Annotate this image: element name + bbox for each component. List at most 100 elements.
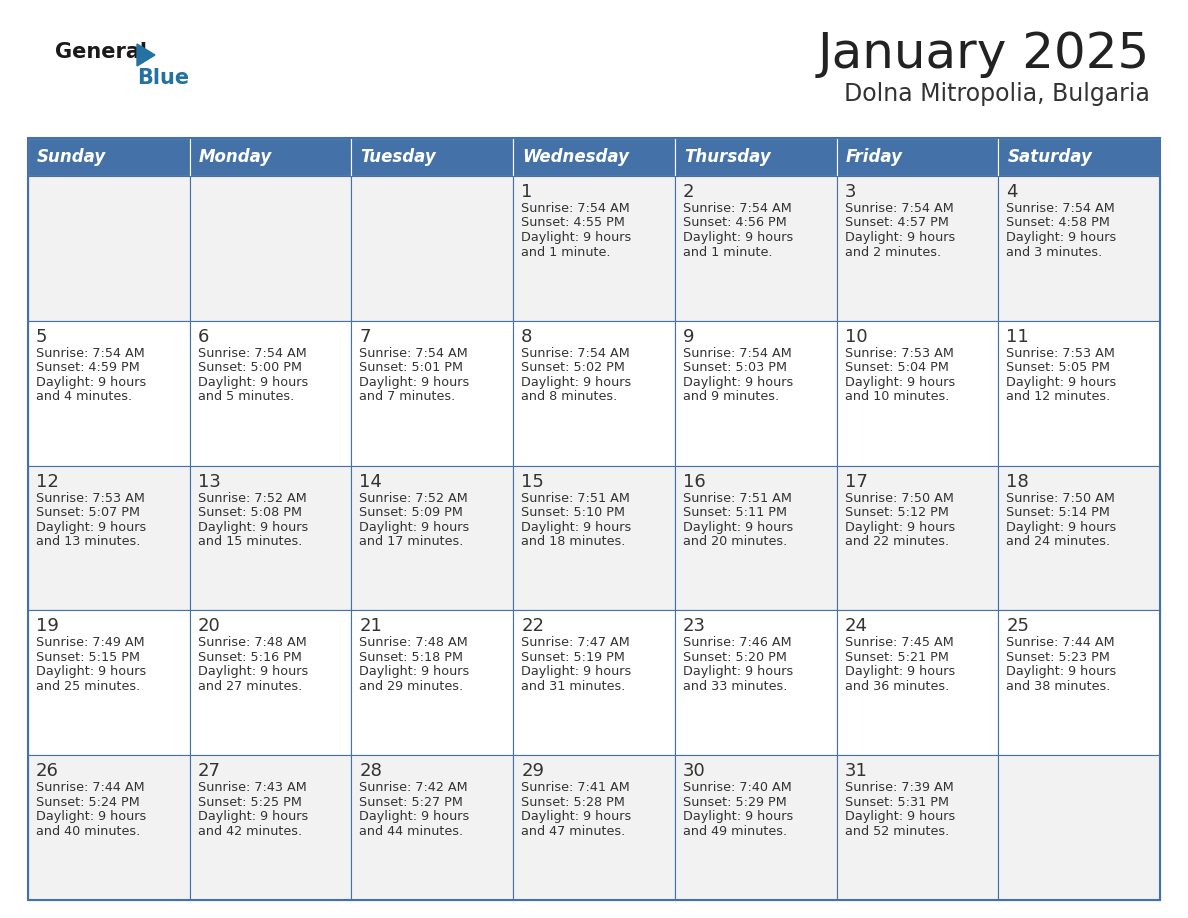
Text: 8: 8	[522, 328, 532, 346]
Text: Sunset: 5:16 PM: Sunset: 5:16 PM	[197, 651, 302, 664]
Text: Sunset: 5:14 PM: Sunset: 5:14 PM	[1006, 506, 1110, 519]
Bar	[29, 465, 190, 610]
Text: Sunset: 5:05 PM: Sunset: 5:05 PM	[1006, 362, 1111, 375]
Text: Sunrise: 7:44 AM: Sunrise: 7:44 AM	[1006, 636, 1114, 649]
Text: Daylight: 9 hours: Daylight: 9 hours	[360, 666, 469, 678]
Bar	[675, 320, 836, 465]
Text: Daylight: 9 hours: Daylight: 9 hours	[36, 375, 146, 389]
Text: and 13 minutes.: and 13 minutes.	[36, 535, 140, 548]
Text: Sunset: 5:00 PM: Sunset: 5:00 PM	[197, 362, 302, 375]
Text: and 20 minutes.: and 20 minutes.	[683, 535, 788, 548]
Bar	[675, 610, 836, 756]
Bar	[513, 176, 675, 320]
Bar	[29, 176, 190, 320]
Text: and 12 minutes.: and 12 minutes.	[1006, 390, 1111, 403]
Text: Sunrise: 7:53 AM: Sunrise: 7:53 AM	[845, 347, 954, 360]
Text: 26: 26	[36, 762, 59, 780]
Text: Sunset: 4:57 PM: Sunset: 4:57 PM	[845, 217, 948, 230]
Text: and 4 minutes.: and 4 minutes.	[36, 390, 132, 403]
Bar	[836, 756, 998, 900]
Text: Saturday: Saturday	[1007, 148, 1092, 166]
Text: Daylight: 9 hours: Daylight: 9 hours	[683, 666, 794, 678]
Text: Sunrise: 7:44 AM: Sunrise: 7:44 AM	[36, 781, 145, 794]
Text: Sunrise: 7:49 AM: Sunrise: 7:49 AM	[36, 636, 145, 649]
Text: and 40 minutes.: and 40 minutes.	[36, 824, 140, 838]
Text: and 31 minutes.: and 31 minutes.	[522, 680, 626, 693]
Bar	[998, 138, 1159, 176]
Text: Sunset: 5:09 PM: Sunset: 5:09 PM	[360, 506, 463, 519]
Bar	[836, 138, 998, 176]
Text: Daylight: 9 hours: Daylight: 9 hours	[1006, 375, 1117, 389]
Bar	[352, 465, 513, 610]
Text: Daylight: 9 hours: Daylight: 9 hours	[845, 231, 955, 244]
Text: Sunrise: 7:51 AM: Sunrise: 7:51 AM	[683, 492, 791, 505]
Text: Daylight: 9 hours: Daylight: 9 hours	[683, 231, 794, 244]
Text: Sunset: 5:07 PM: Sunset: 5:07 PM	[36, 506, 140, 519]
Text: and 27 minutes.: and 27 minutes.	[197, 680, 302, 693]
Text: Sunrise: 7:54 AM: Sunrise: 7:54 AM	[1006, 202, 1116, 215]
Text: and 1 minute.: and 1 minute.	[522, 245, 611, 259]
Text: and 36 minutes.: and 36 minutes.	[845, 680, 949, 693]
Text: Daylight: 9 hours: Daylight: 9 hours	[360, 521, 469, 533]
Text: Sunrise: 7:54 AM: Sunrise: 7:54 AM	[683, 202, 791, 215]
Text: Sunrise: 7:47 AM: Sunrise: 7:47 AM	[522, 636, 630, 649]
Text: Sunrise: 7:51 AM: Sunrise: 7:51 AM	[522, 492, 630, 505]
Text: 30: 30	[683, 762, 706, 780]
Text: Daylight: 9 hours: Daylight: 9 hours	[360, 811, 469, 823]
Bar	[513, 756, 675, 900]
Bar	[836, 465, 998, 610]
Text: and 2 minutes.: and 2 minutes.	[845, 245, 941, 259]
Text: Daylight: 9 hours: Daylight: 9 hours	[197, 666, 308, 678]
Text: 2: 2	[683, 183, 694, 201]
Text: 11: 11	[1006, 328, 1029, 346]
Text: and 17 minutes.: and 17 minutes.	[360, 535, 463, 548]
Text: Sunset: 5:12 PM: Sunset: 5:12 PM	[845, 506, 948, 519]
Bar	[190, 610, 352, 756]
Text: 10: 10	[845, 328, 867, 346]
Text: Sunset: 5:25 PM: Sunset: 5:25 PM	[197, 796, 302, 809]
Bar	[352, 320, 513, 465]
Text: Daylight: 9 hours: Daylight: 9 hours	[683, 521, 794, 533]
Text: Sunset: 5:24 PM: Sunset: 5:24 PM	[36, 796, 140, 809]
Bar	[836, 176, 998, 320]
Text: and 22 minutes.: and 22 minutes.	[845, 535, 949, 548]
Text: Sunset: 5:18 PM: Sunset: 5:18 PM	[360, 651, 463, 664]
Text: 9: 9	[683, 328, 694, 346]
Text: and 42 minutes.: and 42 minutes.	[197, 824, 302, 838]
Text: Sunset: 5:31 PM: Sunset: 5:31 PM	[845, 796, 948, 809]
Text: Sunset: 4:58 PM: Sunset: 4:58 PM	[1006, 217, 1110, 230]
Text: Sunset: 5:04 PM: Sunset: 5:04 PM	[845, 362, 948, 375]
Text: Daylight: 9 hours: Daylight: 9 hours	[522, 666, 631, 678]
Text: General: General	[55, 42, 147, 62]
Text: Blue: Blue	[137, 68, 189, 88]
Text: Daylight: 9 hours: Daylight: 9 hours	[683, 811, 794, 823]
Text: and 49 minutes.: and 49 minutes.	[683, 824, 786, 838]
Text: 28: 28	[360, 762, 383, 780]
Polygon shape	[137, 44, 154, 66]
Text: 16: 16	[683, 473, 706, 490]
Text: Dolna Mitropolia, Bulgaria: Dolna Mitropolia, Bulgaria	[845, 82, 1150, 106]
Text: Sunset: 5:21 PM: Sunset: 5:21 PM	[845, 651, 948, 664]
Text: Tuesday: Tuesday	[360, 148, 436, 166]
Text: 31: 31	[845, 762, 867, 780]
Text: Sunrise: 7:54 AM: Sunrise: 7:54 AM	[683, 347, 791, 360]
Bar	[675, 138, 836, 176]
Text: Sunrise: 7:48 AM: Sunrise: 7:48 AM	[197, 636, 307, 649]
Text: Daylight: 9 hours: Daylight: 9 hours	[845, 811, 955, 823]
Text: 27: 27	[197, 762, 221, 780]
Text: Daylight: 9 hours: Daylight: 9 hours	[1006, 666, 1117, 678]
Bar	[998, 756, 1159, 900]
Text: Thursday: Thursday	[684, 148, 771, 166]
Text: 23: 23	[683, 618, 706, 635]
Text: Sunrise: 7:54 AM: Sunrise: 7:54 AM	[360, 347, 468, 360]
Text: 14: 14	[360, 473, 383, 490]
Text: Sunrise: 7:54 AM: Sunrise: 7:54 AM	[197, 347, 307, 360]
Text: Sunrise: 7:50 AM: Sunrise: 7:50 AM	[1006, 492, 1116, 505]
Text: Daylight: 9 hours: Daylight: 9 hours	[845, 521, 955, 533]
Text: Sunset: 5:01 PM: Sunset: 5:01 PM	[360, 362, 463, 375]
Bar	[29, 138, 1159, 900]
Text: Sunrise: 7:46 AM: Sunrise: 7:46 AM	[683, 636, 791, 649]
Bar	[998, 610, 1159, 756]
Text: Sunset: 5:28 PM: Sunset: 5:28 PM	[522, 796, 625, 809]
Bar	[998, 320, 1159, 465]
